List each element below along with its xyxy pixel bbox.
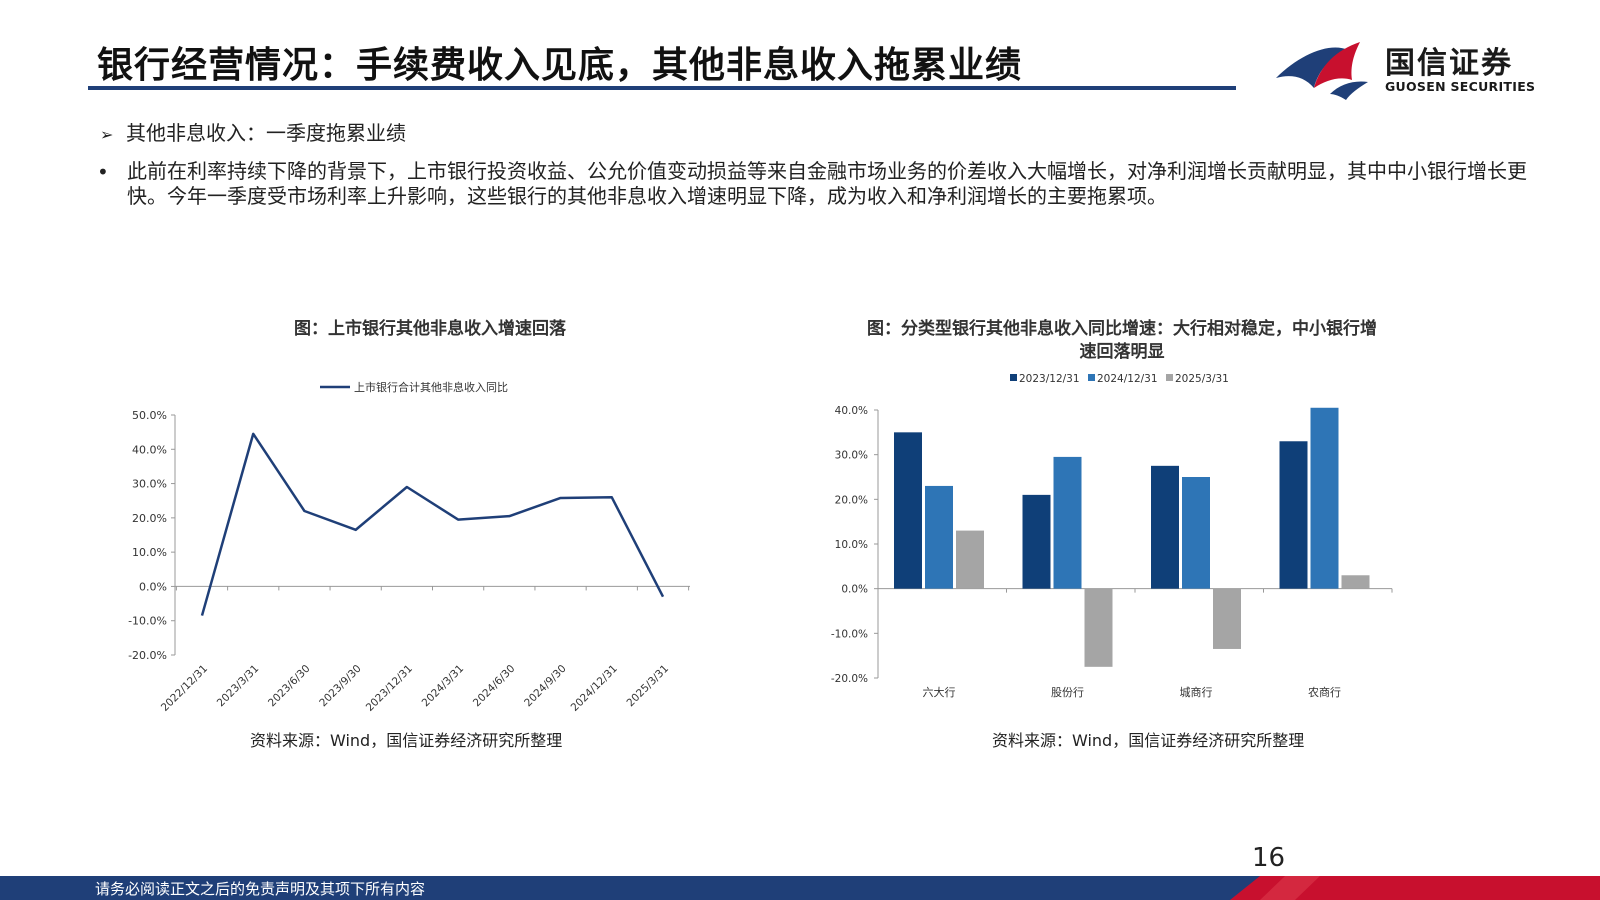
series-line [200, 432, 665, 616]
y-tick-label: 20.0% [132, 512, 167, 525]
x-tick-label: 2024/12/31 [569, 663, 620, 714]
page-number: 16 [1252, 843, 1286, 873]
subheading: ➢ 其他非息收入：一季度拖累业绩 [100, 117, 406, 146]
bar-chart: 2023/12/31 2024/12/31 2025/3/31 -20.0% -10.0… [831, 373, 1393, 699]
title-underline [88, 86, 1236, 90]
x-tick-label: 2024/3/31 [420, 663, 467, 710]
x-tick-label: 六大行 [923, 685, 956, 699]
legend-swatch [1166, 374, 1173, 381]
y-tick-label: -10.0% [831, 628, 868, 640]
body-paragraph: 此前在利率持续下降的背景下，上市银行投资收益、公允价值变动损益等来自金融市场业务… [127, 159, 1527, 208]
bar [1022, 494, 1051, 589]
y-tick-label: 0.0% [841, 584, 868, 596]
legend-label: 上市银行合计其他非息收入同比 [354, 380, 508, 394]
y-tick-label: 40.0% [835, 405, 868, 417]
arrow-bullet-icon: ➢ [100, 125, 114, 144]
guosen-logo-icon [1276, 42, 1368, 100]
x-tick-label: 2023/6/30 [266, 663, 313, 710]
y-tick-label: 10.0% [132, 546, 167, 559]
x-tick-label: 农商行 [1308, 685, 1341, 699]
chart1-title: 图：上市银行其他非息收入增速回落 [294, 319, 566, 339]
bar [956, 530, 984, 589]
bar [1310, 407, 1339, 589]
chart1-source: 资料来源：Wind，国信证券经济研究所整理 [250, 731, 563, 750]
y-tick-label: 0.0% [139, 580, 167, 593]
legend-swatch [1088, 374, 1095, 381]
y-tick-label: 20.0% [835, 494, 868, 506]
x-tick-label: 2023/3/31 [215, 663, 262, 710]
chart2-title: 图：分类型银行其他非息收入同比增速：大行相对稳定，中小银行增速回落明显 [867, 319, 1377, 362]
footer-disclaimer: 请务必阅读正文之后的免责声明及其项下所有内容 [95, 880, 426, 898]
legend-label: 2025/3/31 [1175, 373, 1229, 385]
x-tick-label: 2025/3/31 [625, 663, 672, 710]
bar [1279, 441, 1308, 589]
y-tick-label: 30.0% [835, 450, 868, 462]
x-tick-label: 2024/6/30 [471, 663, 518, 710]
y-tick-label: -20.0% [128, 649, 167, 662]
bar [1151, 465, 1179, 589]
x-tick-label: 城商行 [1180, 685, 1213, 699]
bar [1182, 477, 1210, 589]
y-tick-label: 40.0% [132, 443, 167, 456]
logo-english-text: GUOSEN SECURITIES [1385, 79, 1536, 94]
x-tick-label: 2023/9/30 [317, 663, 364, 710]
x-tick-label: 股份行 [1051, 686, 1084, 699]
y-tick-label: 50.0% [132, 409, 167, 422]
slide-title: 银行经营情况：手续费收入见底，其他非息收入拖累业绩 [97, 45, 1023, 86]
bar [925, 485, 953, 589]
bar [1341, 575, 1370, 589]
footer-bar [0, 876, 1600, 900]
line-chart: 上市银行合计其他非息收入同比 -20.0% -10.0% 0.0% 10.0% 20.0%… [128, 380, 690, 714]
x-tick-label: 2023/12/31 [364, 663, 415, 714]
x-tick-label: 2022/12/31 [159, 663, 210, 714]
bar [1084, 588, 1113, 667]
y-tick-label: 30.0% [132, 478, 167, 491]
y-tick-label: -20.0% [831, 673, 868, 685]
chart2-source: 资料来源：Wind，国信证券经济研究所整理 [992, 731, 1305, 750]
y-tick-label: -10.0% [128, 615, 167, 628]
x-tick-label: 2024/9/30 [522, 663, 569, 710]
subheading-text: 其他非息收入：一季度拖累业绩 [126, 121, 406, 145]
bullet-dot-icon: • [97, 160, 109, 184]
bar [1213, 588, 1241, 649]
bar [894, 432, 922, 589]
legend-label: 2023/12/31 [1019, 373, 1080, 385]
logo-chinese-text: 国信证券 [1385, 46, 1513, 81]
y-tick-label: 10.0% [835, 539, 868, 551]
bar [1053, 456, 1082, 589]
legend-swatch [1010, 374, 1017, 381]
legend-label: 2024/12/31 [1097, 373, 1158, 385]
